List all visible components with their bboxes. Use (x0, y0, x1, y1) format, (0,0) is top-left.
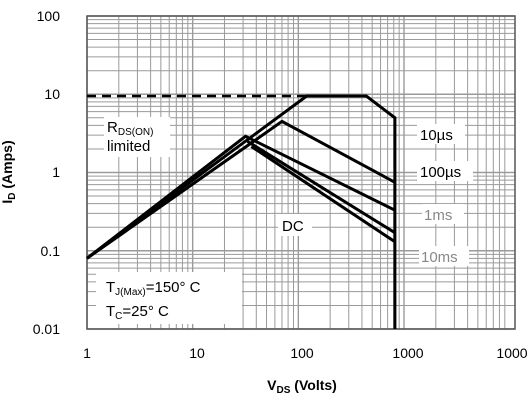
temperature-box (96, 272, 242, 324)
x-axis-title: VDS (Volts) (267, 377, 337, 396)
series-line-1ms (86, 134, 396, 260)
label-bg-10us (417, 124, 465, 144)
series-line-DC (250, 145, 396, 244)
x-tick-label: 1000 (392, 345, 423, 361)
rds-limited-label: limited (107, 138, 150, 155)
plot-frame (86, 15, 516, 330)
x-tick-label: 1000 (496, 345, 527, 361)
label-bg-1ms (422, 204, 464, 224)
x-tick-label: 10 (189, 345, 205, 361)
rds-on-label: RDS(ON) (107, 119, 153, 138)
series-line-10ms (246, 140, 396, 234)
label-bg-dc (278, 214, 312, 236)
y-tick-label: 0.1 (41, 243, 61, 259)
y-tick-label: 100 (37, 8, 61, 24)
rds-label-box (104, 117, 170, 157)
y-tick-label: 0.01 (33, 321, 60, 337)
chart-grid (86, 15, 515, 330)
series-line-100s (86, 119, 396, 260)
label-bg-100us (417, 161, 473, 181)
label-1ms: 1ms (424, 207, 452, 224)
x-tick-label: 100 (290, 345, 314, 361)
y-tick-label: 1 (52, 164, 60, 180)
y-axis-title: ID (Amps) (0, 140, 18, 203)
label-10us: 10µs (420, 127, 453, 144)
series-line-10s (86, 94, 397, 329)
chart-series (86, 94, 397, 329)
tc-label: TC=25° C (106, 303, 169, 322)
label-dc: DC (282, 218, 304, 235)
label-10ms: 10ms (421, 249, 458, 266)
x-tick-label: 1 (83, 345, 91, 361)
y-tick-label: 10 (44, 86, 60, 102)
label-bg-10ms (419, 246, 469, 266)
label-100us: 100µs (420, 164, 461, 181)
tj-max-label: TJ(Max)=150° C (106, 279, 201, 298)
